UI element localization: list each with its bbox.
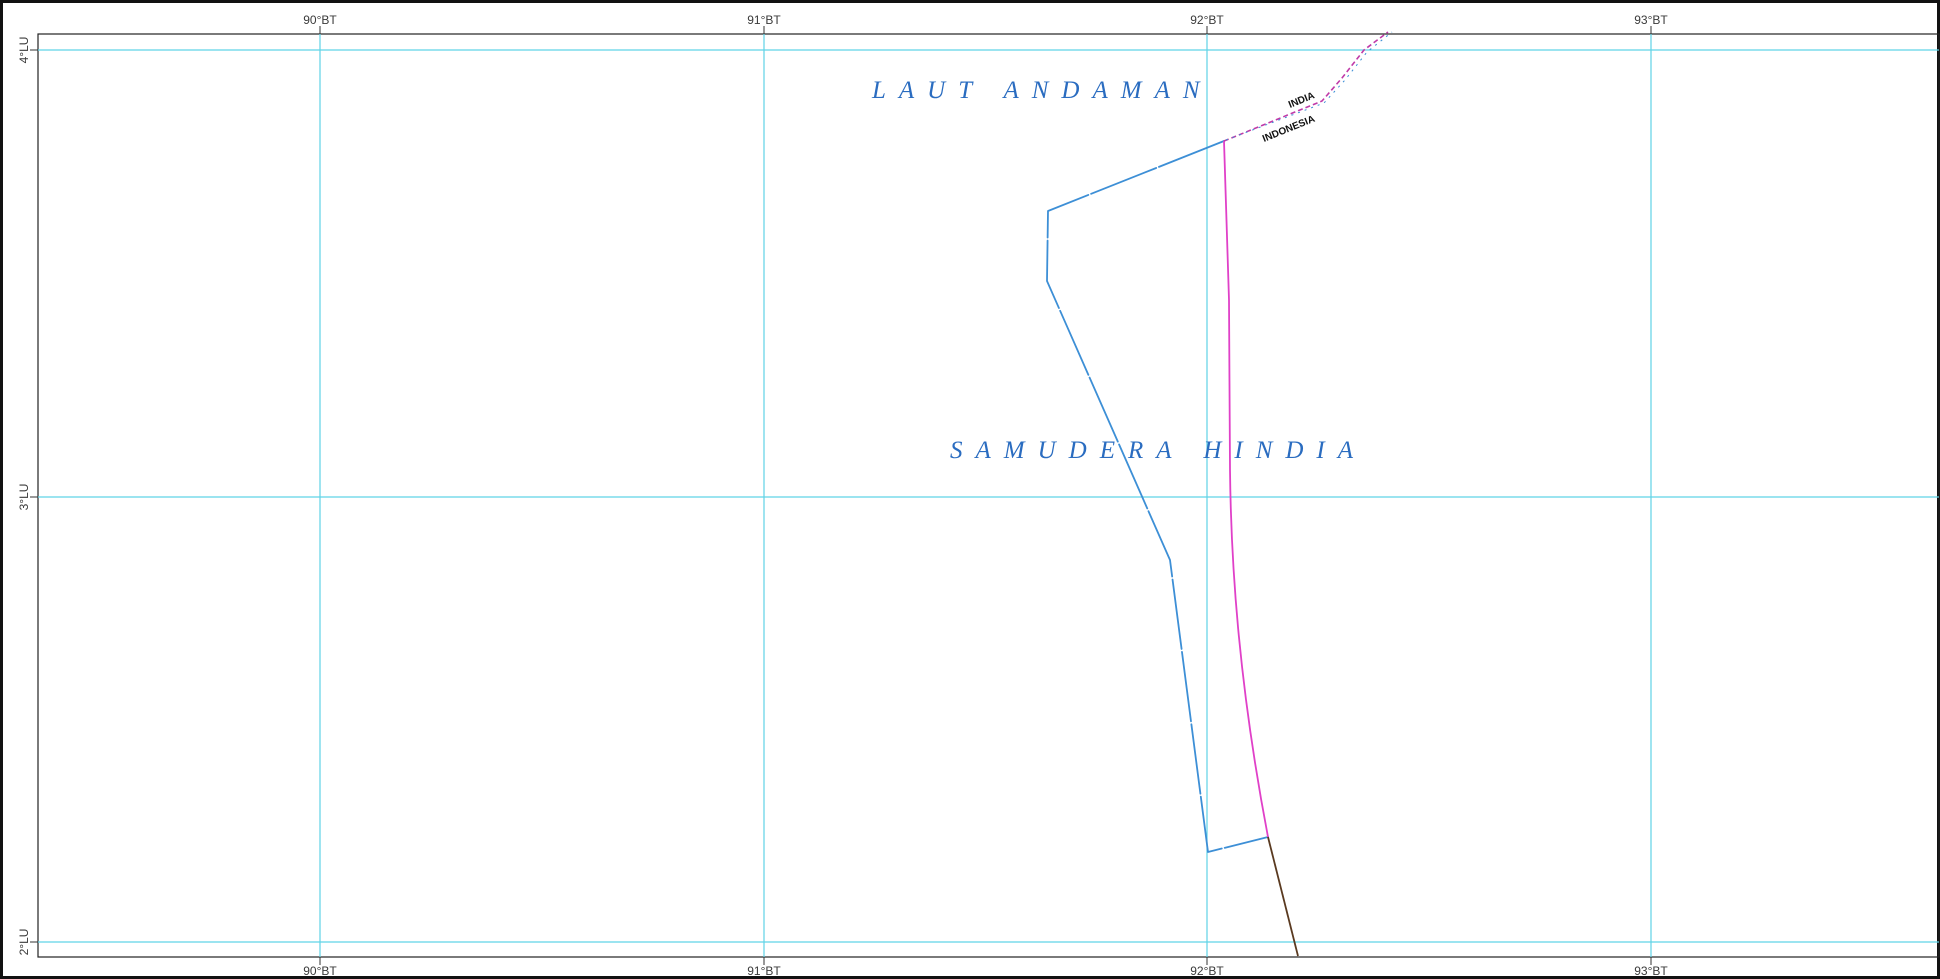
frame-ticks	[30, 26, 1652, 965]
lon-label-top-91: 91°BT	[747, 13, 781, 27]
lon-label-top-90: 90°BT	[303, 13, 337, 27]
international-border-line-secondary	[1225, 31, 1393, 141]
lon-label-bottom-91: 91°BT	[747, 964, 781, 978]
graticule	[38, 34, 1939, 957]
sea-label-laut-andaman: LAUT ANDAMAN	[871, 77, 1213, 104]
boundary-brown-line	[1267, 836, 1299, 957]
sea-label-samudera-hindia: SAMUDERA HINDIA	[950, 437, 1366, 464]
map-inner-frame	[37, 33, 1940, 958]
lon-label-bottom-92: 92°BT	[1190, 964, 1224, 978]
country-label-indonesia: INDONESIA	[1261, 114, 1317, 145]
lon-label-bottom-90: 90°BT	[303, 964, 337, 978]
lon-label-top-92: 92°BT	[1190, 13, 1224, 27]
lon-label-bottom-93: 93°BT	[1634, 964, 1668, 978]
lat-label-left-4: 4°LU	[17, 37, 31, 64]
boundary-magenta-line	[1223, 140, 1269, 838]
international-border-line	[1223, 31, 1389, 142]
lon-label-top-93: 93°BT	[1634, 13, 1668, 27]
lat-label-left-3: 3°LU	[17, 484, 31, 511]
boundary-blue-zone	[1046, 140, 1269, 853]
lat-label-left-2: 2°LU	[17, 929, 31, 956]
